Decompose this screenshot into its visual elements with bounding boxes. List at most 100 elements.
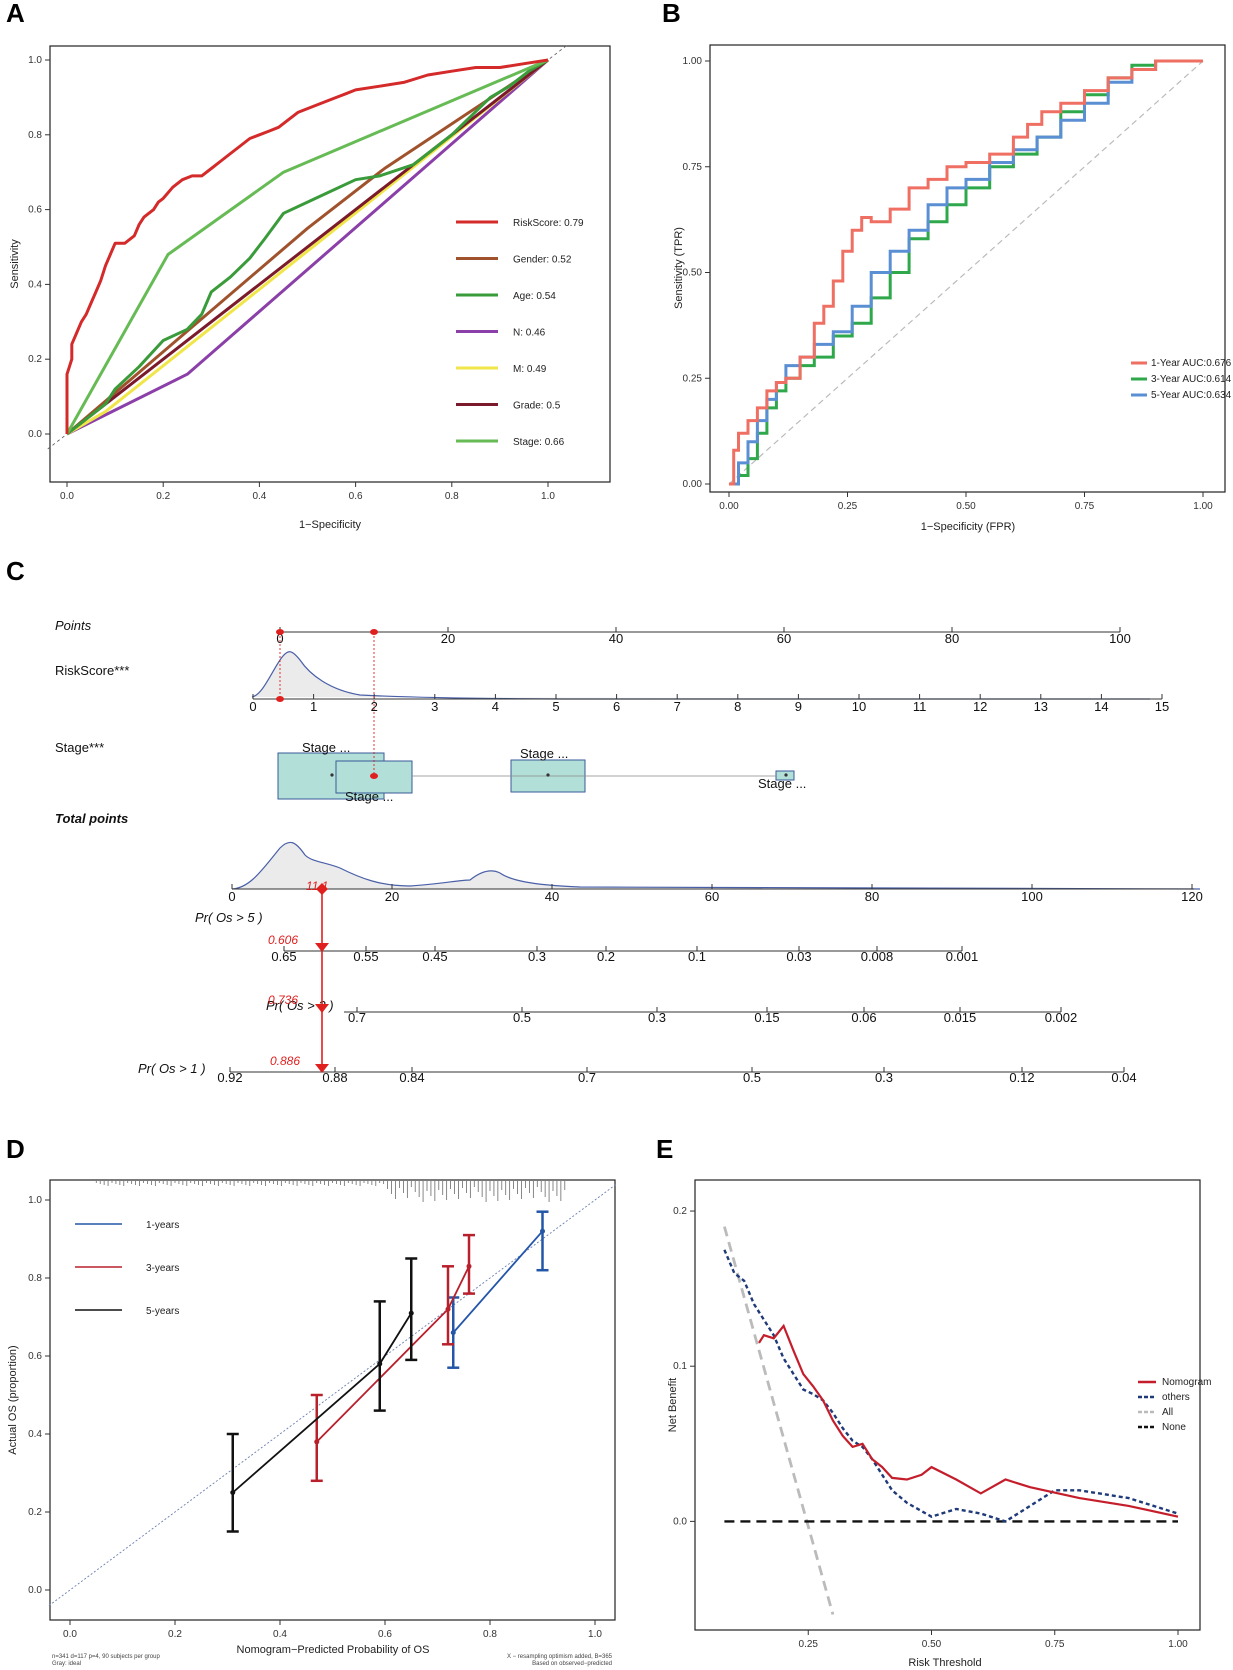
os1-tick-label: 0.12 — [1009, 1070, 1034, 1085]
riskscore-tick-label: 9 — [795, 699, 802, 714]
panel-a-legend-label: RiskScore: 0.79 — [513, 218, 584, 229]
panel-d-footnote-right-1: X − resampling optimism added, B=365 — [507, 1654, 613, 1660]
os1-tick-label: 0.84 — [399, 1070, 424, 1085]
panel-d-point — [230, 1490, 236, 1495]
panel-d-ideal-line — [48, 1184, 617, 1606]
panel-b-ylabel: Sensitivity (TPR) — [673, 227, 685, 309]
panel-e-legend-label: others — [1162, 1392, 1190, 1403]
panel-a-series-line — [66, 58, 549, 436]
points-marker-risk — [276, 629, 284, 635]
x-tick-label: 0.8 — [483, 1629, 497, 1640]
panel-a-legend-label: Gender: 0.52 — [513, 255, 572, 266]
panel-d-calibration-chart: 0.0 0.2 0.4 0.6 0.8 1.0 0.0 0.2 0.4 0.6 0.8 1.0 1-y… — [7, 1179, 617, 1667]
y-tick-label: 0.50 — [683, 268, 703, 279]
stage-label-3: Stage ... — [520, 746, 568, 761]
stage-dot-3 — [546, 773, 550, 777]
panel-d-point — [540, 1228, 545, 1234]
total-points-tick-label: 100 — [1021, 889, 1043, 904]
nomo-label-points: Points — [55, 618, 92, 633]
panel-d-point — [445, 1306, 451, 1312]
riskscore-tick-label: 3 — [431, 699, 438, 714]
x-tick-label: 1.0 — [541, 491, 555, 502]
panel-b-series-line — [729, 59, 1203, 486]
y-tick-label: 0.4 — [28, 1429, 42, 1440]
y-tick-label: 0.25 — [683, 373, 703, 384]
panel-d-series-line — [316, 1265, 470, 1443]
os5-marker — [315, 943, 329, 952]
x-tick-label: 1.00 — [1168, 1639, 1188, 1650]
riskscore-tick-label: 8 — [734, 699, 741, 714]
panel-d-point — [466, 1263, 472, 1269]
panel-a-xlabel: 1−Specificity — [299, 519, 362, 531]
panel-e-frame — [694, 1179, 1201, 1631]
y-tick-label: 0.0 — [28, 429, 42, 440]
stage-dot-4 — [784, 773, 788, 777]
os1-tick-label: 0.92 — [217, 1070, 242, 1085]
panel-b-series-line — [729, 59, 1203, 486]
os1-tick-label: 0.04 — [1111, 1070, 1136, 1085]
panel-b-legend-label: 3-Year AUC:0.614 — [1151, 374, 1232, 385]
x-tick-label: 0.0 — [63, 1629, 77, 1640]
riskscore-tick-label: 13 — [1034, 699, 1048, 714]
panel-e-series-line — [758, 1323, 1179, 1518]
os5-tick-label: 0.1 — [688, 949, 706, 964]
panel-d-footnote-right-2: Based on observed−predicted — [532, 1661, 612, 1667]
riskscore-tick-label: 2 — [371, 699, 378, 714]
points-tick-label: 100 — [1109, 631, 1131, 646]
panel-d-point — [314, 1439, 320, 1445]
panel-d-ylabel: Actual OS (proportion) — [7, 1345, 19, 1454]
panel-d-legend-label: 5-years — [146, 1306, 179, 1317]
riskscore-tick-label: 7 — [674, 699, 681, 714]
panel-a-series-line — [66, 58, 549, 436]
panel-a-legend-label: Age: 0.54 — [513, 291, 556, 302]
panel-e-axes: 0.25 0.50 0.75 1.00 0.0 0.1 0.2 — [673, 1206, 1188, 1650]
stage-label-4: Stage ... — [758, 776, 806, 791]
panel-letter-c: C — [6, 556, 25, 586]
panel-a-series-line — [66, 58, 549, 436]
panel-b-legend-label: 5-Year AUC:0.634 — [1151, 390, 1232, 401]
total-points-tick-label: 60 — [705, 889, 719, 904]
os3-tick-label: 0.3 — [648, 1010, 666, 1025]
riskscore-tick-label: 14 — [1094, 699, 1108, 714]
os5-tick-label: 0.03 — [786, 949, 811, 964]
panel-a-legend-label: Grade: 0.5 — [513, 401, 561, 412]
panel-d-series — [48, 1184, 617, 1606]
y-tick-label: 0.4 — [28, 279, 42, 290]
os1-tick-label: 0.5 — [743, 1070, 761, 1085]
x-tick-label: 0.0 — [60, 491, 74, 502]
riskscore-tick-label: 1 — [310, 699, 317, 714]
panel-e-series — [723, 1226, 1179, 1615]
nomo-label-total-points: Total points — [55, 811, 128, 826]
x-tick-label: 0.2 — [168, 1629, 182, 1640]
points-tick-label: 60 — [777, 631, 791, 646]
nomo-label-os1: Pr( Os > 1 ) — [138, 1061, 206, 1076]
total-points-value: 11.1 — [306, 879, 328, 893]
os5-tick-label: 0.3 — [528, 949, 546, 964]
stage-marker — [370, 773, 378, 779]
os3-tick-label: 0.7 — [348, 1010, 366, 1025]
panel-a-legend-label: Stage: 0.66 — [513, 437, 565, 448]
riskscore-tick-label: 0 — [249, 699, 256, 714]
panel-a-frame — [49, 45, 611, 483]
y-tick-label: 0.8 — [28, 130, 42, 141]
os5-tick-label: 0.45 — [422, 949, 447, 964]
riskscore-tick-label: 15 — [1155, 699, 1169, 714]
panel-a-series-line — [65, 58, 549, 435]
panel-e-legend-label: All — [1162, 1407, 1173, 1418]
stage-label-2: Stage ... — [345, 789, 393, 804]
x-tick-label: 0.8 — [445, 491, 459, 502]
os1-tick-label: 0.3 — [875, 1070, 893, 1085]
panel-b-reference-line — [728, 60, 1204, 485]
os1-tick-label: 0.88 — [322, 1070, 347, 1085]
x-tick-label: 1.0 — [588, 1629, 602, 1640]
panel-a-roc-chart: 0.0 0.2 0.4 0.6 0.8 1.0 0.0 0.2 0.4 0.6 0.8 1.0 Ris… — [9, 44, 611, 531]
os3-tick-label: 0.15 — [754, 1010, 779, 1025]
total-points-marker — [316, 883, 328, 895]
panel-e-xlabel: Risk Threshold — [908, 1657, 981, 1669]
panel-e-legend: Nomogram others All None — [1138, 1377, 1211, 1433]
y-tick-label: 0.6 — [28, 205, 42, 216]
x-tick-label: 0.25 — [799, 1639, 819, 1650]
os3-value: 0.736 — [268, 993, 298, 1007]
panel-d-rug — [95, 1181, 566, 1202]
